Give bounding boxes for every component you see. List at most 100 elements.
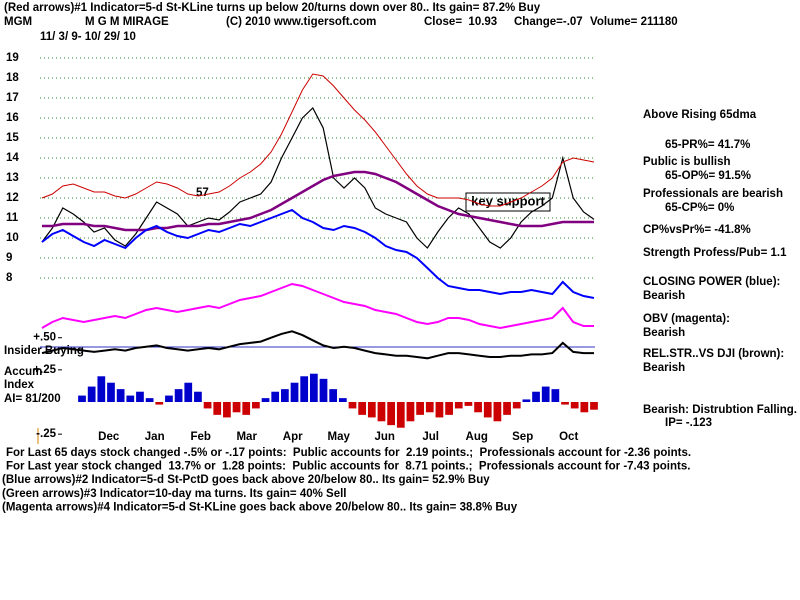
left-label: AI= 81/200 [4, 393, 61, 405]
side-text: CP%vsPr%= -41.8% [643, 224, 751, 236]
x-tick-label: Sep [512, 431, 533, 443]
side-text: Professionals are bearish [643, 188, 783, 200]
x-tick-label: Jul [422, 431, 439, 443]
change: Change=-.07 [514, 16, 583, 28]
accum-bar [107, 382, 115, 402]
x-tick-label: Feb [190, 431, 210, 443]
accum-bar [319, 378, 328, 402]
footer-text: (Magenta arrows)#4 Indicator=5-d St-KLin… [2, 501, 518, 513]
accum-bar [290, 382, 299, 402]
accum-bar [261, 398, 270, 402]
x-tick-label: Mar [236, 431, 257, 443]
x-tick-label: Oct [559, 431, 578, 443]
accum-bar [580, 402, 589, 413]
footer-text: For Last year stock changed 13.7% or 1.2… [6, 461, 690, 473]
side-text: Bearish: Distrubtion Falling. [643, 404, 797, 416]
accum-bar [570, 402, 579, 409]
header-line: (Red arrows)#1 Indicator=5-d St-KLine tu… [4, 2, 541, 14]
x-tick-label: Jun [374, 431, 394, 443]
copyright: (C) 2010 www.tigersoft.com [226, 16, 376, 28]
accum-bar [396, 402, 405, 428]
series-line [41, 330, 594, 360]
left-label: Index [4, 379, 35, 391]
x-tick-label: Jan [145, 431, 165, 443]
accum-bar [145, 398, 154, 402]
footer-text: (Green arrows)#3 Indicator=10-day ma tur… [2, 488, 347, 500]
accum-bar [358, 402, 367, 415]
accum-bar [551, 389, 560, 402]
y-tick-label: 17 [6, 92, 19, 104]
x-tick-label: Aug [466, 431, 488, 443]
y-tick-label: 11 [6, 212, 19, 224]
accum-bar [252, 402, 260, 409]
accum-bar [561, 402, 569, 405]
accum-bar [281, 389, 289, 402]
volume: Volume= 211180 [590, 16, 678, 28]
series-line [41, 208, 595, 299]
date-range: 11/ 3/ 9- 10/ 29/ 10 [40, 31, 136, 43]
accum-bar [532, 391, 540, 402]
y-tick-label: 16 [6, 112, 19, 124]
accum-bar [406, 402, 415, 422]
accum-bar [474, 402, 482, 413]
accum-bar [87, 386, 96, 402]
accum-bar [232, 402, 241, 413]
y-tick-label: 14 [6, 152, 19, 164]
accum-bar [309, 373, 318, 402]
accum-bar [213, 402, 222, 415]
side-text: Bearish [643, 327, 685, 339]
y-tick-label: 18 [6, 72, 19, 84]
accum-bar [425, 402, 434, 413]
series-line [41, 73, 595, 207]
symbol: MGM [4, 16, 32, 28]
accum-bar [522, 399, 531, 402]
accum-bar [194, 391, 202, 402]
side-text: Bearish [643, 362, 685, 374]
accum-bar [367, 402, 376, 418]
y-tick-label: 13 [6, 172, 19, 184]
accum-bar [416, 402, 424, 415]
accum-bar [271, 391, 280, 402]
side-text: 65-PR%= 41.7% [665, 139, 750, 151]
x-tick-label: Dec [98, 431, 120, 443]
series-line [41, 107, 595, 249]
accum-bar [541, 386, 550, 402]
y-tick-label: 19 [6, 52, 19, 64]
series-line [42, 170, 594, 232]
y-tick-label: +.25 [33, 364, 56, 376]
accum-bar [97, 376, 106, 402]
accum-bar [174, 389, 183, 402]
accum-bar [329, 389, 338, 402]
series-line [41, 282, 594, 330]
y-tick-label: 8 [6, 272, 13, 284]
left-label: Insider Buying [4, 345, 84, 357]
annotation: 57 [196, 187, 209, 199]
accum-bar [155, 402, 164, 405]
accum-bar [590, 402, 598, 410]
accum-bar [387, 402, 395, 426]
accum-bar [483, 402, 492, 418]
accum-bar [242, 402, 251, 415]
accum-bar [300, 376, 309, 402]
y-tick-label: 10 [6, 232, 19, 244]
accum-bar [223, 402, 231, 418]
accum-bar [454, 402, 463, 409]
accum-bar [184, 382, 193, 402]
accum-bar [512, 402, 521, 409]
side-text: 65-CP%= 0% [665, 202, 734, 214]
accum-bar [136, 391, 144, 402]
x-tick-label: May [328, 431, 351, 443]
accum-bar [126, 395, 135, 402]
side-text: Public is bullish [643, 156, 731, 168]
company-name: M G M MIRAGE [85, 16, 169, 28]
side-text: Bearish [643, 290, 685, 302]
accum-bar [464, 402, 473, 406]
accum-bar [377, 402, 386, 422]
footer-text: For Last 65 days stock changed -.5% or -… [6, 447, 691, 459]
accum-bar [435, 402, 444, 418]
annotation: key support [471, 193, 545, 208]
y-tick-label: 12 [6, 192, 19, 204]
accum-bar [78, 395, 86, 402]
